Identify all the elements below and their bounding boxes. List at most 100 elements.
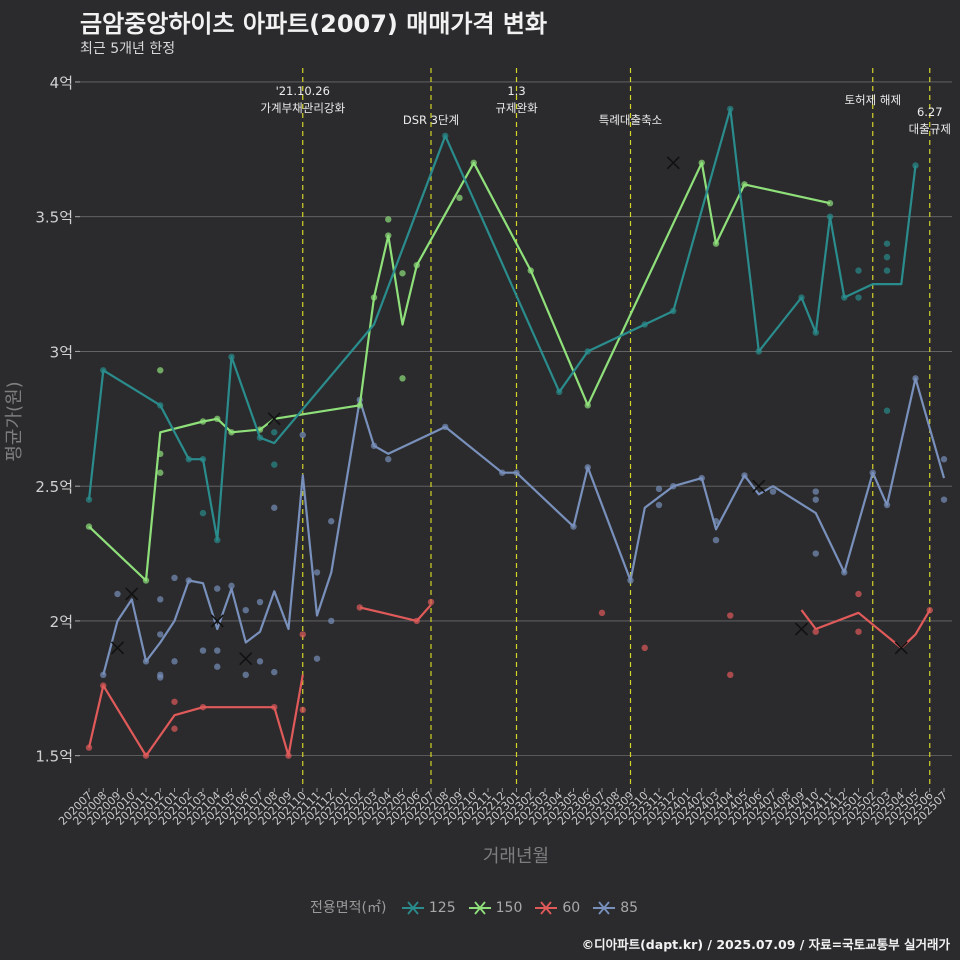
data-point-85 — [256, 598, 264, 606]
data-point-85 — [313, 569, 321, 576]
data-point-150 — [826, 200, 834, 207]
event-label: 특례대출축소 — [599, 113, 662, 127]
y-tick-label: 2.5억 — [35, 478, 73, 496]
y-tick-label: 3억 — [50, 343, 73, 361]
series-line-60 — [359, 604, 432, 622]
chart-subtitle: 최근 5개년 한정 — [80, 41, 176, 57]
event-label: DSR 3단계 — [403, 113, 459, 127]
cross-marker-60 — [794, 622, 809, 636]
data-point-85 — [114, 590, 121, 598]
event-label: 가계부채관리강화 — [260, 101, 345, 115]
data-point-60 — [641, 644, 648, 652]
data-point-60 — [427, 598, 435, 606]
data-point-150 — [157, 469, 164, 476]
data-point-125 — [883, 407, 891, 414]
source-caption: ©디아파트(dapt.kr) / 2025.07.09 / 자료=국토교통부 실… — [581, 937, 950, 952]
data-point-60 — [356, 604, 363, 611]
data-point-60 — [299, 706, 306, 714]
data-point-150 — [385, 216, 392, 223]
data-point-85 — [214, 647, 221, 654]
data-point-125 — [883, 253, 891, 261]
data-point-85 — [242, 606, 249, 614]
cross-marker-150 — [267, 412, 281, 426]
legend-swatch-150 — [468, 901, 491, 915]
series-line-125 — [87, 107, 917, 542]
cross-marker-85 — [752, 479, 766, 493]
y-tick-label: 2억 — [50, 613, 73, 631]
data-point-85 — [271, 504, 278, 511]
data-point-85 — [157, 631, 164, 638]
legend: 전용면적(㎡) 125 150 60 85 — [0, 897, 960, 917]
data-point-60 — [598, 609, 606, 617]
data-point-85 — [328, 617, 335, 625]
data-point-60 — [727, 671, 734, 679]
legend-item-125: 125 — [401, 900, 456, 916]
data-point-60 — [855, 628, 862, 635]
data-point-125 — [271, 461, 278, 468]
cross-marker-85 — [110, 641, 125, 655]
legend-swatch-60 — [535, 901, 558, 915]
event-label: 6.27 — [917, 105, 943, 119]
data-point-150 — [456, 194, 463, 202]
data-point-125 — [883, 240, 891, 247]
series-line-85 — [102, 377, 946, 676]
data-point-85 — [940, 496, 948, 503]
data-point-60 — [171, 698, 178, 705]
data-point-85 — [769, 488, 777, 495]
cross-marker-85 — [125, 587, 139, 601]
data-point-85 — [812, 496, 819, 503]
event-label: 1.3 — [507, 84, 525, 98]
data-point-85 — [157, 596, 164, 603]
series-line-60 — [87, 674, 304, 757]
data-point-85 — [812, 488, 819, 495]
data-point-60 — [171, 725, 178, 732]
data-point-85 — [812, 550, 819, 557]
series-line-60 — [800, 609, 931, 649]
legend-label-60: 60 — [562, 900, 581, 916]
data-point-85 — [940, 456, 948, 463]
data-point-85 — [712, 536, 720, 544]
legend-title: 전용면적(㎡) — [309, 900, 387, 916]
data-point-85 — [199, 647, 207, 654]
cross-marker-85 — [210, 614, 224, 628]
data-point-85 — [328, 518, 335, 525]
legend-label-150: 150 — [495, 900, 523, 916]
data-point-60 — [727, 612, 734, 619]
data-point-85 — [242, 671, 249, 679]
data-point-85 — [214, 663, 221, 670]
data-point-85 — [385, 456, 392, 463]
y-tick-label: 1.5억 — [35, 748, 73, 766]
data-point-85 — [313, 655, 321, 662]
data-point-125 — [912, 162, 919, 169]
chart-title: 금암중앙하이츠 아파트(2007) 매매가격 변화 — [80, 10, 548, 38]
legend-swatch-85 — [593, 901, 616, 915]
data-point-125 — [883, 267, 891, 274]
event-label: 대출규제 — [909, 122, 951, 136]
legend-item-60: 60 — [534, 900, 580, 916]
data-point-85 — [157, 674, 164, 681]
data-point-85 — [299, 431, 306, 439]
event-label: 규제완화 — [495, 101, 538, 115]
data-point-125 — [855, 267, 862, 274]
data-point-85 — [171, 574, 178, 582]
event-label: '21.10.26 — [276, 84, 330, 98]
y-tick-label: 4억 — [50, 74, 73, 92]
data-point-150 — [157, 367, 164, 374]
y-tick-label: 3.5억 — [35, 209, 73, 227]
data-point-85 — [228, 582, 235, 590]
data-point-85 — [214, 585, 221, 592]
data-point-60 — [812, 628, 819, 635]
data-point-150 — [399, 375, 406, 382]
data-point-85 — [655, 501, 663, 509]
data-point-85 — [256, 658, 264, 665]
legend-swatch-125 — [401, 901, 424, 915]
legend-item-150: 150 — [468, 900, 523, 916]
data-point-85 — [655, 485, 663, 493]
data-point-85 — [171, 658, 178, 665]
legend-item-85: 85 — [592, 900, 638, 916]
event-label: 토허제 해제 — [844, 93, 901, 107]
data-point-125 — [271, 429, 278, 436]
x-axis-title: 거래년월 — [483, 846, 549, 867]
cross-marker-150 — [666, 156, 680, 170]
